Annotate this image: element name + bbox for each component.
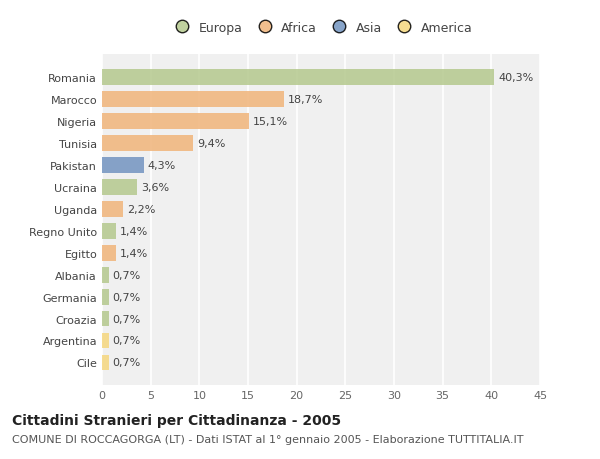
- Bar: [102, 311, 109, 327]
- Text: 1,4%: 1,4%: [119, 248, 148, 258]
- Text: 0,7%: 0,7%: [113, 270, 141, 280]
- Bar: [102, 179, 137, 196]
- Bar: [102, 136, 193, 151]
- Bar: [102, 92, 284, 108]
- Text: 0,7%: 0,7%: [113, 314, 141, 324]
- Text: 15,1%: 15,1%: [253, 117, 288, 127]
- Bar: [102, 158, 144, 174]
- Bar: [102, 245, 116, 261]
- Text: 0,7%: 0,7%: [113, 358, 141, 368]
- Text: 4,3%: 4,3%: [148, 161, 176, 171]
- Bar: [102, 114, 249, 129]
- Text: 18,7%: 18,7%: [288, 95, 323, 105]
- Legend: Europa, Africa, Asia, America: Europa, Africa, Asia, America: [170, 22, 472, 34]
- Text: Cittadini Stranieri per Cittadinanza - 2005: Cittadini Stranieri per Cittadinanza - 2…: [12, 413, 341, 427]
- Text: 40,3%: 40,3%: [498, 73, 533, 83]
- Bar: [102, 289, 109, 305]
- Text: 0,7%: 0,7%: [113, 292, 141, 302]
- Bar: [102, 267, 109, 283]
- Bar: [102, 202, 124, 217]
- Bar: [102, 333, 109, 349]
- Bar: [102, 224, 116, 239]
- Text: 3,6%: 3,6%: [141, 183, 169, 192]
- Text: 9,4%: 9,4%: [197, 139, 226, 149]
- Text: 1,4%: 1,4%: [119, 226, 148, 236]
- Text: COMUNE DI ROCCAGORGA (LT) - Dati ISTAT al 1° gennaio 2005 - Elaborazione TUTTITA: COMUNE DI ROCCAGORGA (LT) - Dati ISTAT a…: [12, 434, 523, 444]
- Bar: [102, 355, 109, 370]
- Text: 0,7%: 0,7%: [113, 336, 141, 346]
- Text: 2,2%: 2,2%: [127, 204, 155, 214]
- Bar: [102, 70, 494, 86]
